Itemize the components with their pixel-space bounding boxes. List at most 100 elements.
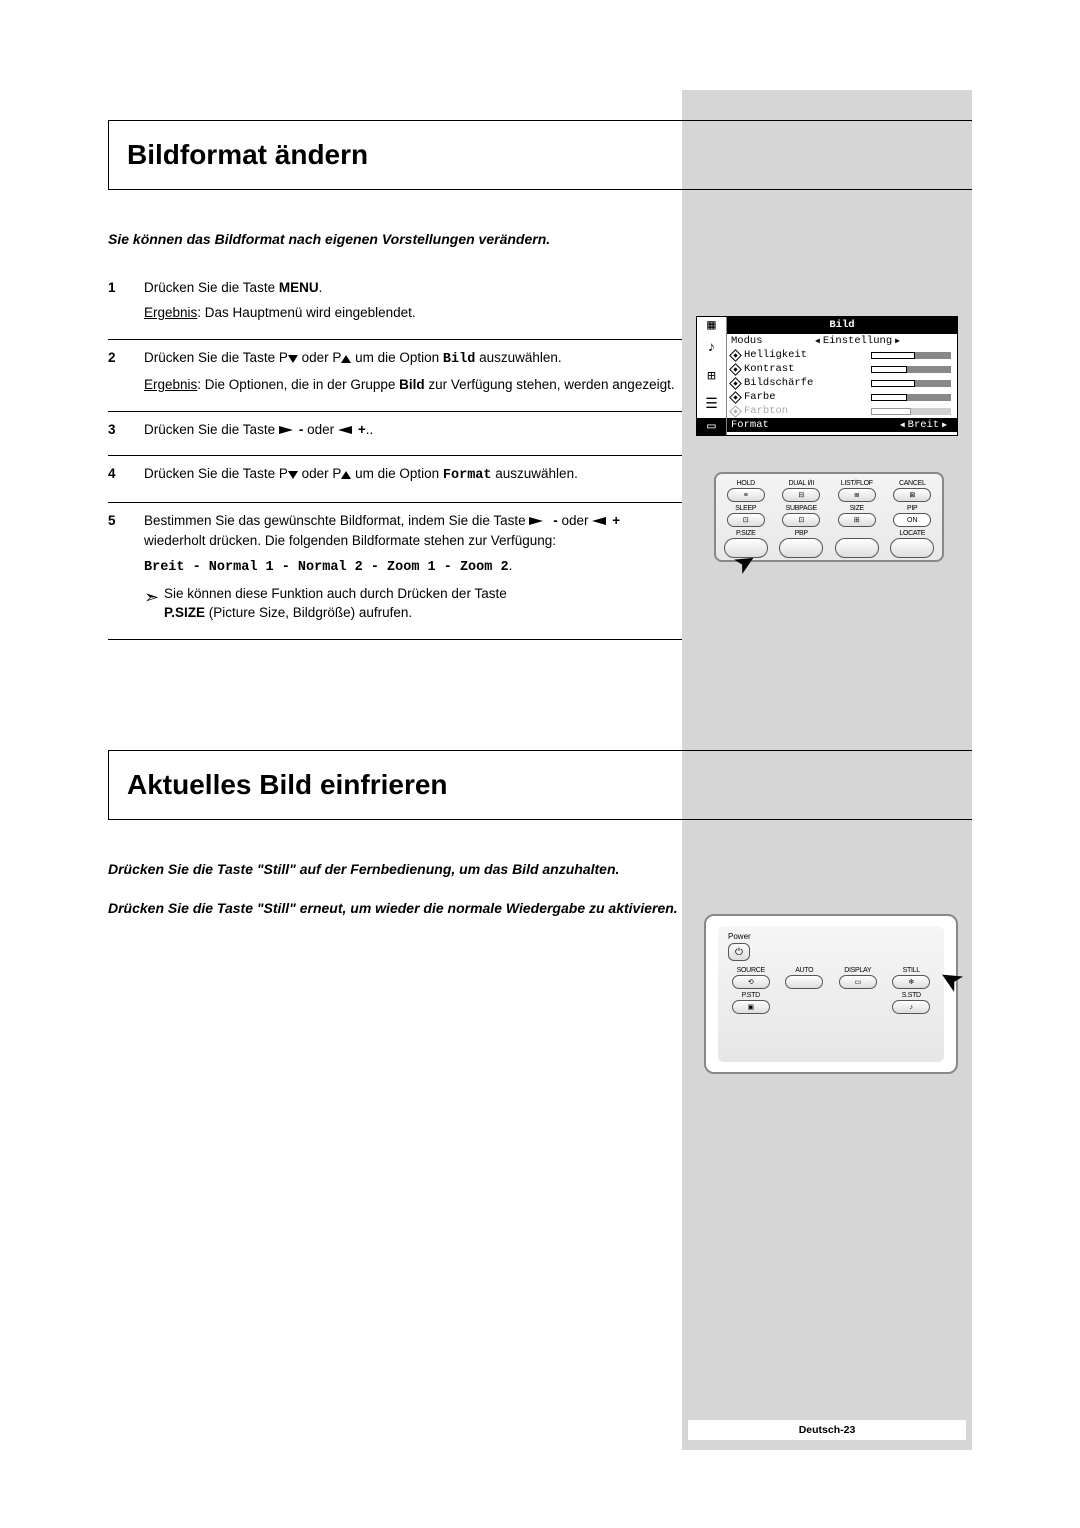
- slider-farbton: [871, 408, 951, 415]
- diamond-icon: [729, 363, 742, 376]
- step-item: 3 Drücken Sie die Taste - oder +..: [108, 412, 682, 457]
- btn-label: SIZE: [833, 505, 881, 512]
- section-heading-box: Bildformat ändern: [108, 120, 972, 190]
- triangle-down-icon: [288, 350, 298, 365]
- remote-button[interactable]: [890, 538, 934, 558]
- format-list: Breit - Normal 1 - Normal 2 - Zoom 1 - Z…: [144, 560, 509, 575]
- diamond-icon: [729, 405, 742, 418]
- intro-text: Drücken Sie die Taste "Still" erneut, um…: [108, 899, 682, 919]
- osd-icon-5: ▭: [697, 418, 727, 435]
- text: Bestimmen Sie das gewünschte Bildformat,…: [144, 513, 529, 528]
- text: ..: [366, 422, 374, 437]
- step-number: 3: [108, 420, 144, 446]
- remote-button-on[interactable]: ON: [893, 513, 931, 527]
- text-mono: Format: [443, 468, 492, 483]
- osd-icon-4: ☰: [697, 390, 727, 418]
- power-button[interactable]: ⏻: [728, 943, 750, 961]
- section-heading: Bildformat ändern: [109, 121, 972, 189]
- remote-button[interactable]: [779, 538, 823, 558]
- text: oder P: [298, 466, 342, 481]
- slider-kontrast: [871, 366, 951, 373]
- remote-button[interactable]: ⊡: [782, 513, 820, 527]
- text-mono: Bild: [443, 352, 475, 367]
- triangle-up-icon: [341, 350, 351, 365]
- steps-list: 1 Drücken Sie die Taste MENU. Ergebnis: …: [108, 270, 682, 640]
- volume-down-icon: [279, 426, 299, 434]
- remote-button[interactable]: ⊠: [893, 488, 931, 502]
- section-heading-box: Aktuelles Bild einfrieren: [108, 750, 972, 820]
- intro-text: Sie können das Bildformat nach eigenen V…: [108, 230, 682, 250]
- remote-button[interactable]: ▭: [839, 975, 877, 989]
- btn-label: P.STD: [728, 992, 774, 999]
- osd-breit: Breit: [900, 419, 947, 431]
- osd-farbton: Farbton: [744, 405, 824, 417]
- remote-button[interactable]: ⊡: [727, 513, 765, 527]
- remote-button[interactable]: [835, 538, 879, 558]
- remote-control-1: HOLD≡ DUAL I/II⊟ LIST/FLOF≣ CANCEL⊠ SLEE…: [714, 472, 944, 562]
- text-underline: Ergebnis: [144, 305, 197, 320]
- volume-up-icon: [592, 517, 612, 525]
- step-item: 5 Bestimmen Sie das gewünschte Bildforma…: [108, 503, 682, 640]
- btn-label: PBP: [778, 530, 826, 537]
- text: zur Verfügung stehen, werden angezeigt.: [425, 377, 675, 392]
- step-number: 1: [108, 278, 144, 329]
- remote-button[interactable]: ⊞: [838, 513, 876, 527]
- step-number: 4: [108, 464, 144, 492]
- page-number: Deutsch-23: [688, 1420, 966, 1440]
- osd-icon-1: ▦: [697, 317, 727, 334]
- text: .: [509, 558, 513, 573]
- btn-label: HOLD: [722, 480, 770, 487]
- text: oder: [558, 513, 593, 528]
- remote-button[interactable]: ≣: [838, 488, 876, 502]
- osd-modus: Modus: [731, 335, 811, 347]
- btn-label: P.SIZE: [722, 530, 770, 537]
- section-heading: Aktuelles Bild einfrieren: [109, 751, 972, 819]
- text: um die Option: [351, 350, 443, 365]
- text: auszuwählen.: [475, 350, 561, 365]
- text-bold: +: [358, 422, 366, 437]
- remote-button[interactable]: [785, 975, 823, 989]
- text: Drücken Sie die Taste P: [144, 350, 288, 365]
- step-item: 4 Drücken Sie die Taste P oder P um die …: [108, 456, 682, 503]
- remote-button[interactable]: ⊟: [782, 488, 820, 502]
- text: oder: [303, 422, 338, 437]
- osd-bildschaerfe: Bildschärfe: [744, 377, 824, 389]
- btn-label: [833, 530, 881, 537]
- btn-label: PIP: [889, 505, 937, 512]
- btn-label: AUTO: [782, 967, 828, 974]
- text: Drücken Sie die Taste: [144, 422, 279, 437]
- text: Drücken Sie die Taste: [144, 280, 279, 295]
- diamond-icon: [729, 377, 742, 390]
- text: auszuwählen.: [492, 466, 578, 481]
- osd-menu: ▦ Bild ♪ Modus Einstellung Helligkeit: [696, 316, 958, 436]
- remote-button[interactable]: ♪: [892, 1000, 930, 1014]
- remote-button[interactable]: ⟲: [732, 975, 770, 989]
- btn-label: DUAL I/II: [778, 480, 826, 487]
- btn-label: SLEEP: [722, 505, 770, 512]
- remote-control-2: Power ⏻ SOURCE⟲ AUTO DISPLAY▭ STILL❄ P.S…: [704, 914, 958, 1074]
- osd-title: Bild: [727, 317, 957, 334]
- slider-farbe: [871, 394, 951, 401]
- volume-down-icon: [529, 517, 549, 525]
- btn-label: SUBPAGE: [778, 505, 826, 512]
- remote-button[interactable]: ▣: [732, 1000, 770, 1014]
- triangle-up-icon: [341, 466, 351, 481]
- text-bold: Bild: [399, 377, 425, 392]
- btn-label: S.STD: [889, 992, 935, 999]
- remote-button-still[interactable]: ❄: [892, 975, 930, 989]
- remote-button[interactable]: ≡: [727, 488, 765, 502]
- btn-label: DISPLAY: [835, 967, 881, 974]
- btn-label: CANCEL: [889, 480, 937, 487]
- diamond-icon: [729, 349, 742, 362]
- note-arrow-icon: ➣: [144, 584, 164, 623]
- text-bold: MENU: [279, 280, 319, 295]
- osd-format: Format: [731, 419, 811, 431]
- text: (Picture Size, Bildgröße) aufrufen.: [205, 605, 412, 620]
- step-item: 2 Drücken Sie die Taste P oder P um die …: [108, 340, 682, 412]
- step-item: 1 Drücken Sie die Taste MENU. Ergebnis: …: [108, 270, 682, 340]
- osd-kontrast: Kontrast: [744, 363, 824, 375]
- btn-label: STILL: [889, 967, 935, 974]
- btn-label: LIST/FLOF: [833, 480, 881, 487]
- volume-up-icon: [338, 426, 358, 434]
- power-label: Power: [728, 932, 934, 941]
